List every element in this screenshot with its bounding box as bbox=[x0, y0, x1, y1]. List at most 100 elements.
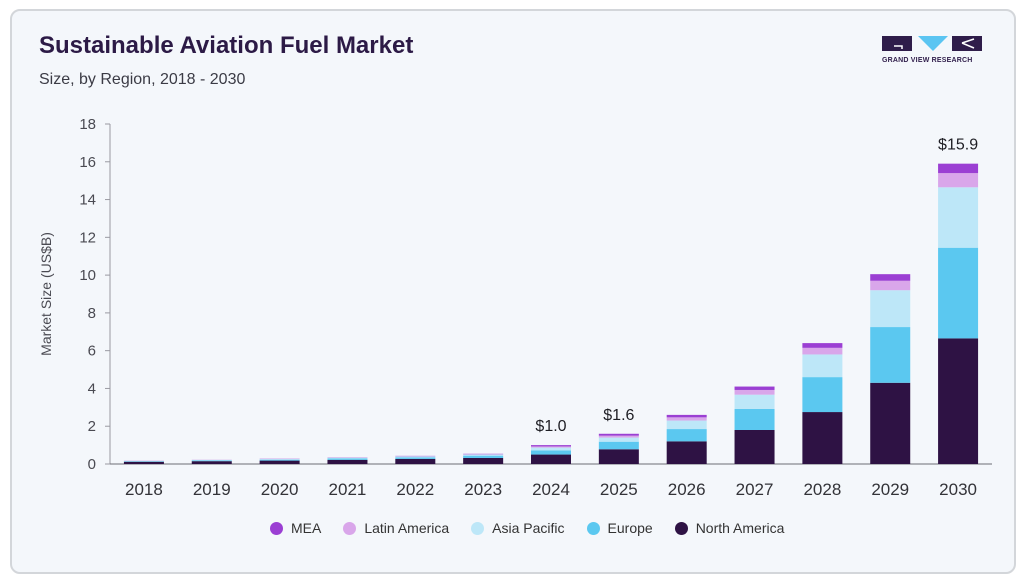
y-tick-label: 14 bbox=[79, 192, 96, 209]
x-tick-label: 2020 bbox=[261, 480, 299, 499]
bar-segment-europe bbox=[463, 455, 504, 458]
legend-item-europe: Europe bbox=[586, 520, 653, 536]
legend-item-north-america: North America bbox=[674, 520, 785, 536]
bar-segment-north-america bbox=[327, 459, 368, 464]
chart-legend: MEA Latin America Asia Pacific Europe North … bbox=[270, 518, 806, 538]
bar-segment-asia-pacific bbox=[259, 459, 300, 460]
y-tick-label: 0 bbox=[88, 456, 96, 473]
x-tick-label: 2026 bbox=[668, 480, 706, 499]
total-value-label: $15.9 bbox=[938, 137, 978, 154]
bar-segment-europe bbox=[123, 461, 164, 462]
x-tick-label: 2024 bbox=[532, 480, 570, 499]
bar-segment-europe bbox=[395, 457, 436, 459]
bar-segment-asia-pacific bbox=[395, 456, 436, 458]
bar-segment-north-america bbox=[870, 382, 911, 464]
chart-card bbox=[10, 9, 1016, 574]
bar-segment-asia-pacific bbox=[802, 354, 843, 378]
bar-segment-latin-america bbox=[598, 435, 639, 438]
bar-segment-asia-pacific bbox=[327, 457, 368, 459]
legend-label: Latin America bbox=[364, 520, 450, 536]
bar-segment-europe bbox=[598, 441, 639, 450]
legend-swatch bbox=[674, 521, 688, 535]
bar-segment-asia-pacific bbox=[870, 290, 911, 328]
bar-segment-latin-america bbox=[938, 173, 979, 188]
x-tick-label: 2029 bbox=[871, 480, 909, 499]
x-tick-label: 2030 bbox=[939, 480, 977, 499]
bar-segment-asia-pacific bbox=[666, 420, 707, 430]
bar-segment-europe bbox=[666, 429, 707, 442]
x-tick-label: 2027 bbox=[736, 480, 774, 499]
bar-segment-europe bbox=[259, 459, 300, 461]
chart-subtitle: Size, by Region, 2018 - 2030 bbox=[39, 71, 246, 88]
y-tick-label: 12 bbox=[79, 229, 96, 246]
legend-label: Asia Pacific bbox=[492, 520, 565, 536]
y-tick-label: 6 bbox=[88, 343, 96, 360]
grand-view-research-logo: GRAND VIEW RESEARCH bbox=[882, 34, 982, 70]
y-tick-label: 8 bbox=[88, 305, 96, 322]
bar-segment-asia-pacific bbox=[938, 187, 979, 248]
legend-item-latin-america: Latin America bbox=[343, 520, 449, 536]
bar-segment-latin-america bbox=[802, 347, 843, 355]
bar-segment-europe bbox=[531, 450, 571, 455]
x-tick-label: 2022 bbox=[396, 480, 434, 499]
bar-segment-latin-america bbox=[531, 446, 571, 448]
legend-label: North America bbox=[695, 520, 785, 536]
bar-segment-mea bbox=[666, 414, 707, 418]
page-title: Sustainable Aviation Fuel Market bbox=[39, 32, 414, 59]
bar-segment-asia-pacific bbox=[598, 437, 639, 442]
bar-segment-north-america bbox=[191, 461, 232, 464]
bar-segment-north-america bbox=[531, 454, 571, 464]
bar-segment-europe bbox=[734, 408, 775, 430]
bar-segment-north-america bbox=[666, 441, 707, 464]
bar-segment-north-america bbox=[259, 460, 300, 464]
legend-swatch bbox=[270, 521, 283, 535]
total-value-label: $1.6 bbox=[603, 407, 634, 424]
bar-segment-europe bbox=[327, 458, 368, 460]
bar-segment-europe bbox=[802, 377, 843, 413]
gvr-logo-icon bbox=[882, 36, 982, 51]
bar-segment-north-america bbox=[123, 461, 164, 464]
y-tick-label: 10 bbox=[79, 267, 96, 284]
bar-segment-asia-pacific bbox=[463, 454, 504, 456]
bar-segment-north-america bbox=[598, 449, 639, 464]
bar-segment-north-america bbox=[938, 338, 979, 464]
bar-segment-latin-america bbox=[734, 389, 775, 395]
legend-label: MEA bbox=[291, 520, 322, 536]
bar-segment-asia-pacific bbox=[531, 447, 571, 451]
bar-segment-latin-america bbox=[870, 280, 911, 291]
legend-swatch bbox=[586, 521, 600, 535]
legend-swatch bbox=[471, 521, 485, 535]
bar-segment-mea bbox=[734, 386, 775, 390]
y-tick-label: 4 bbox=[88, 380, 96, 397]
bar-segment-mea bbox=[598, 433, 639, 436]
x-tick-label: 2018 bbox=[125, 480, 163, 499]
legend-swatch bbox=[343, 521, 357, 535]
bar-segment-mea bbox=[938, 163, 979, 174]
y-tick-label: 16 bbox=[79, 154, 96, 171]
y-tick-label: 18 bbox=[79, 116, 96, 133]
bar-segment-north-america bbox=[802, 412, 843, 464]
bar-segment-asia-pacific bbox=[734, 394, 775, 409]
bar-segment-latin-america bbox=[666, 417, 707, 421]
bar-segment-mea bbox=[531, 445, 571, 447]
legend-label: Europe bbox=[607, 520, 653, 536]
x-tick-label: 2021 bbox=[329, 480, 367, 499]
bar-segment-north-america bbox=[463, 457, 504, 464]
y-tick-label: 2 bbox=[88, 418, 96, 435]
bar-segment-europe bbox=[938, 247, 979, 339]
y-axis-title: Market Size (US$B) bbox=[38, 232, 54, 356]
x-tick-label: 2028 bbox=[803, 480, 841, 499]
x-tick-label: 2025 bbox=[600, 480, 638, 499]
bar-segment-mea bbox=[802, 343, 843, 348]
x-tick-label: 2019 bbox=[193, 480, 231, 499]
bar-segment-europe bbox=[191, 460, 232, 462]
logo-text: GRAND VIEW RESEARCH bbox=[882, 57, 973, 64]
legend-item-asia-pacific: Asia Pacific bbox=[471, 520, 565, 536]
x-tick-label: 2023 bbox=[464, 480, 502, 499]
legend-item-mea: MEA bbox=[270, 520, 321, 536]
bar-segment-north-america bbox=[395, 458, 436, 464]
bar-segment-europe bbox=[870, 327, 911, 383]
bar-segment-north-america bbox=[734, 430, 775, 464]
bar-segment-mea bbox=[870, 274, 911, 281]
